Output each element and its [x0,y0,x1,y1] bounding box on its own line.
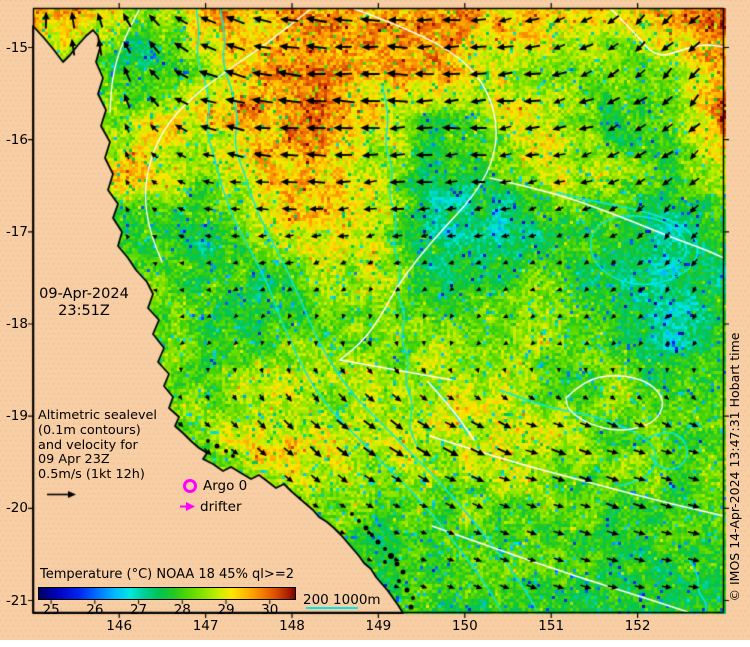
credit-text: © IMOS 14-Apr-2024 13:47:31 Hobart time [727,332,742,602]
lat-tick-label: -19 [5,408,28,425]
lon-tick-label: 152 [624,618,651,634]
colorbar-tick-label: 27 [129,602,148,618]
argo-float-icon [183,479,197,493]
datetime-time: 23:51Z [58,303,110,319]
legend-info-text: Altimetric sealevel (0.1m contours) and … [38,408,157,483]
lon-tick-label: 147 [192,618,219,634]
lat-tick-label: -20 [5,500,28,517]
lat-tick-label: -17 [5,223,28,240]
colorbar-tick-label: 26 [86,602,104,618]
lon-tick-label: 148 [279,618,305,634]
bathymetry-legend-line [306,607,358,609]
info-line: Altimetric sealevel [38,408,157,423]
lon-tick-label: 146 [106,618,133,634]
argo-legend-label: Argo 0 [203,478,248,494]
info-line: 09 Apr 23Z [38,452,110,468]
colorbar-title: Temperature (°C) NOAA 18 45% ql>=2 [40,567,294,582]
info-line: (0.1m contours) [38,422,141,438]
lon-tick-label: 150 [451,618,478,634]
colorbar [38,587,296,600]
colorbar-tick-label: 25 [42,602,60,618]
info-line: and velocity for [38,437,138,453]
lat-tick-label: -16 [5,131,28,148]
drifter-legend-label: drifter [200,499,242,515]
drifter-arrow-icon [180,502,195,511]
lat-tick-label: -21 [5,592,28,609]
datetime-annotation: 09-Apr-2024 23:51Z [28,286,140,320]
colorbar-tick-label: 28 [173,602,191,618]
lon-tick-label: 149 [365,618,392,634]
info-line: 0.5m/s (1kt 12h) [38,467,145,483]
bathymetry-legend-label: 200 1000m [303,592,381,608]
lon-tick-label: 151 [538,618,565,634]
lat-tick-label: -18 [5,316,28,332]
colorbar-tick-label: 29 [217,602,235,618]
colorbar-tick-label: 30 [261,602,279,618]
datetime-date: 09-Apr-2024 [39,286,129,302]
lat-tick-label: -15 [5,39,28,56]
